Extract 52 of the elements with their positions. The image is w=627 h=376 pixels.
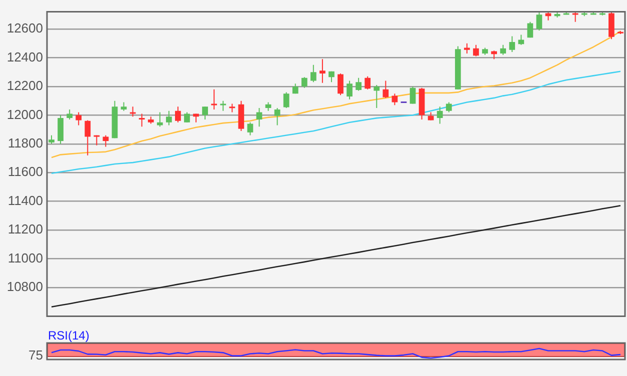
y-tick-label: 12000 xyxy=(6,106,43,122)
candlestick xyxy=(473,44,479,57)
candlestick xyxy=(256,108,262,128)
y-tick-label: 11800 xyxy=(8,135,43,150)
candlestick xyxy=(374,84,380,108)
candlestick xyxy=(310,64,316,83)
candlestick xyxy=(76,112,82,126)
candlestick xyxy=(274,108,280,126)
candlestick xyxy=(102,134,109,148)
candlestick xyxy=(572,12,578,22)
chart-title: RSI(14) xyxy=(48,328,90,342)
candlestick xyxy=(382,80,389,98)
y-tick-label: 12200 xyxy=(6,78,43,94)
y-tick-label: 12600 xyxy=(6,20,43,36)
candlestick xyxy=(138,113,145,128)
y-tick-label: 11200 xyxy=(8,222,43,237)
candlestick xyxy=(283,92,290,108)
candlestick xyxy=(500,44,506,56)
y-tick-label: 12400 xyxy=(6,49,43,64)
candlestick xyxy=(364,76,371,90)
candlestick xyxy=(247,122,254,136)
candlestick xyxy=(509,36,516,53)
candlestick xyxy=(464,42,470,54)
candlestick xyxy=(184,112,190,123)
candlestick xyxy=(608,12,614,40)
y-tick-label: 11600 xyxy=(8,164,43,180)
candlestick xyxy=(202,106,208,120)
candlestick xyxy=(130,106,136,118)
candlestick xyxy=(446,102,452,113)
candlestick xyxy=(84,120,91,156)
text: 75 xyxy=(28,348,43,363)
candlestick xyxy=(175,106,181,123)
candlestick xyxy=(410,86,416,104)
candlestick xyxy=(301,76,308,88)
candlestick xyxy=(220,100,226,112)
candlestick xyxy=(338,73,344,96)
candlestick xyxy=(156,112,163,128)
candlestick xyxy=(356,77,362,92)
y-tick-label: 11000 xyxy=(8,250,43,266)
candlestick xyxy=(518,34,524,46)
y-tick-label: 10800 xyxy=(6,279,43,294)
candlestick xyxy=(527,21,534,38)
candlestick xyxy=(166,110,172,126)
candlestick xyxy=(346,80,352,100)
candlestick xyxy=(392,93,398,106)
candlestick xyxy=(436,106,443,124)
candlestick xyxy=(58,114,64,144)
candlestick xyxy=(66,108,73,120)
y-tick-label: 11400 xyxy=(8,192,43,208)
candlestick xyxy=(320,58,326,84)
candlestick xyxy=(211,88,218,110)
candlestick xyxy=(536,12,542,31)
